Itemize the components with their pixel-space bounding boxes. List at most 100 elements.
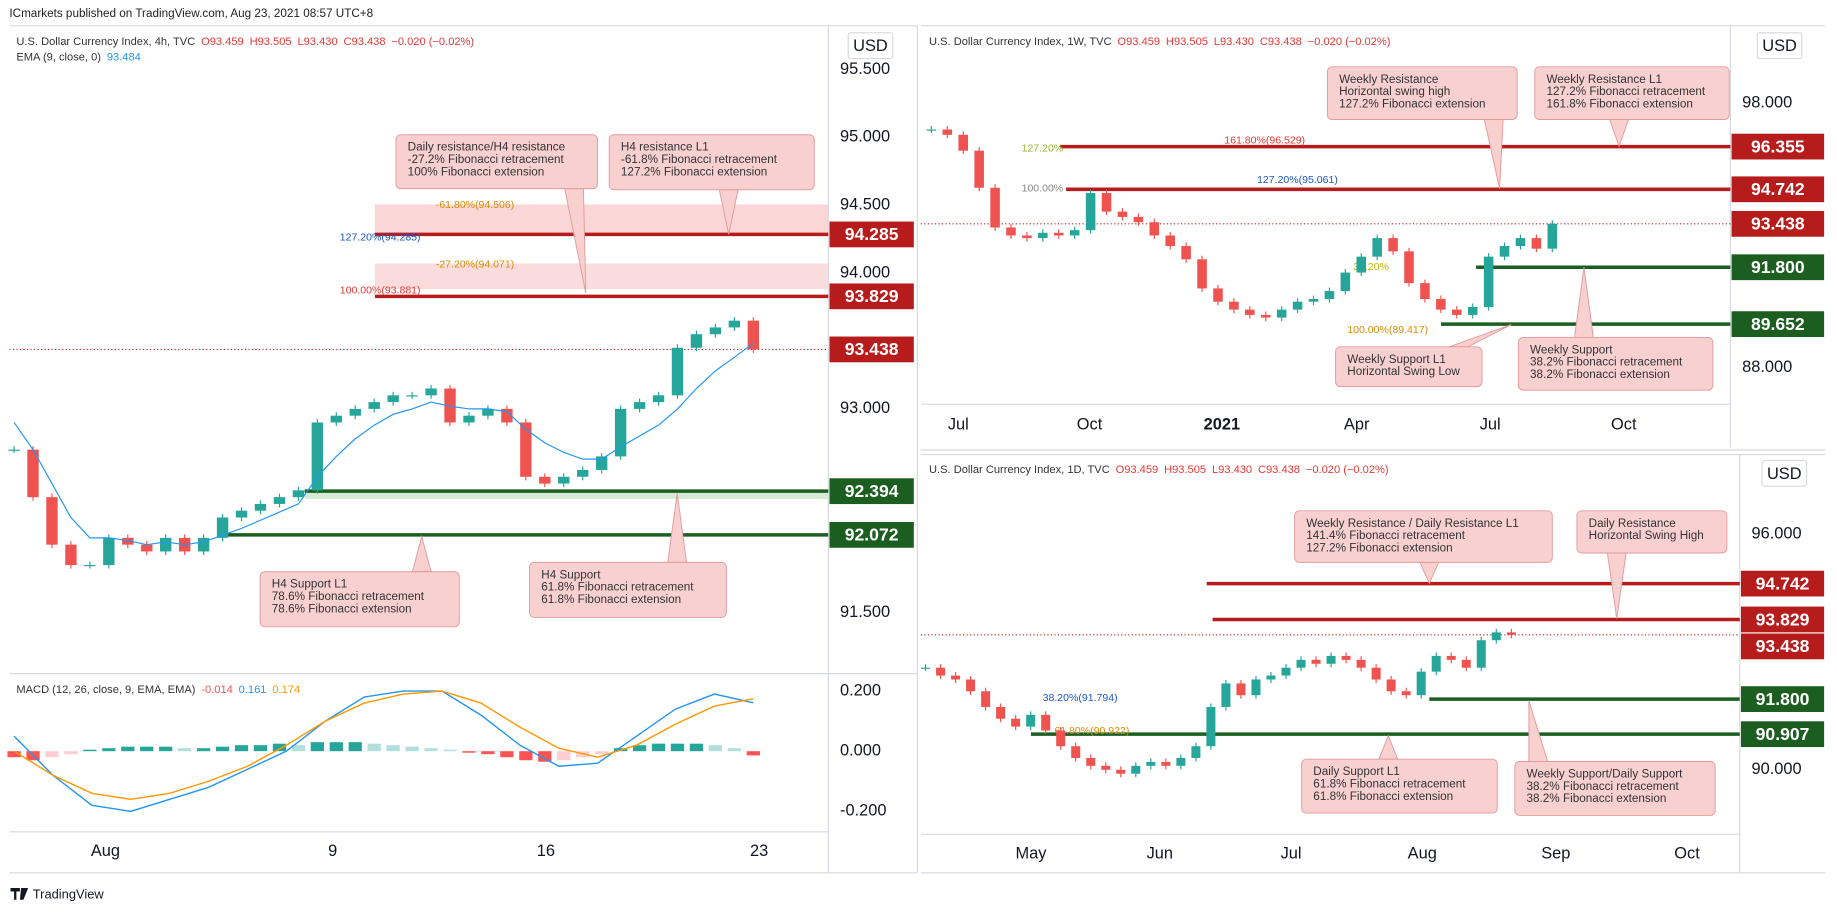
histogram-bar <box>405 746 419 752</box>
x-tick-label: Apr <box>1344 416 1370 434</box>
callout-box <box>395 134 598 190</box>
ohlc-value: C93.438 <box>344 36 386 48</box>
candle-body <box>1011 718 1021 727</box>
candle-body <box>1131 765 1141 774</box>
x-tick-label: 16 <box>537 842 555 860</box>
histogram-bar <box>102 748 116 752</box>
indicator-name: MACD (12, 26, close, 9, EMA, EMA) <box>16 684 195 696</box>
candle-body <box>1236 683 1246 696</box>
x-tick-label: Sep <box>1541 844 1570 862</box>
histogram-bar <box>291 745 306 752</box>
footer-logo <box>10 888 29 900</box>
fib-label: -27.20%(94.071) <box>436 259 514 271</box>
indicator-value: 0.174 <box>272 684 300 696</box>
candle-body <box>501 408 513 423</box>
price-label: 93.438 <box>1756 636 1810 656</box>
histogram-bar <box>178 748 192 752</box>
candle-body <box>1069 230 1080 236</box>
candle-body <box>671 347 684 396</box>
callout-text: 38.2% Fibonacci retracement <box>1530 356 1683 369</box>
candle-body <box>141 544 153 552</box>
candle-body <box>1506 632 1516 635</box>
candle-body <box>1499 246 1510 257</box>
candle-body <box>1086 757 1096 766</box>
histogram-bar <box>7 751 21 758</box>
price-label: 89.652 <box>1751 314 1805 334</box>
currency-label: USD <box>853 37 888 55</box>
callout-text: Daily Resistance <box>1589 517 1676 530</box>
candle-body <box>1229 301 1239 310</box>
candle-body <box>273 497 286 504</box>
callout-text: 38.2% Fibonacci extension <box>1527 792 1667 805</box>
candle-body <box>1308 299 1319 302</box>
callout-box <box>608 134 815 191</box>
fib-label: 38.20% <box>1353 261 1389 273</box>
candle-body <box>1436 299 1446 310</box>
candle-body <box>747 320 759 350</box>
candle-body <box>1276 309 1287 318</box>
candle-body <box>463 415 475 423</box>
candle-body <box>160 537 172 552</box>
price-label-box <box>829 478 914 505</box>
x-tick-label: Aug <box>1408 844 1437 862</box>
price-label: 91.800 <box>1751 257 1805 277</box>
indicator-legend: EMA (9, close, 0) 93.484 <box>16 51 140 63</box>
candle-body <box>1491 632 1501 641</box>
y-tick-label: 93.000 <box>840 399 890 417</box>
candle-body <box>368 402 380 409</box>
candle-body <box>1056 730 1066 747</box>
macd-line <box>13 690 754 813</box>
footer-brand: TradingView <box>33 886 105 901</box>
callout-box <box>1335 346 1483 388</box>
price-label: 92.394 <box>845 481 899 501</box>
price-label: 93.438 <box>845 339 899 359</box>
price-label: 91.800 <box>1756 689 1810 709</box>
callout-box <box>1326 66 1518 120</box>
candle-body <box>1446 655 1456 660</box>
callout-box <box>1301 758 1498 814</box>
candle-body <box>1206 706 1216 747</box>
callout-text: 100% Fibonacci extension <box>408 165 545 178</box>
callout-box <box>1294 510 1553 563</box>
candle-body <box>1101 193 1112 212</box>
y-tick-label: 94.500 <box>840 196 890 214</box>
histogram-bar <box>595 751 609 755</box>
candle-body <box>595 456 608 470</box>
histogram-bar <box>651 743 666 752</box>
candle-body <box>1176 757 1186 766</box>
currency-box <box>1761 459 1808 487</box>
callout-text: 61.8% Fibonacci retracement <box>1313 777 1466 790</box>
price-label: 96.355 <box>1751 136 1805 156</box>
x-tick-label: 23 <box>750 842 768 860</box>
x-tick-label: Oct <box>1611 416 1637 434</box>
histogram-bar <box>272 743 287 752</box>
candle-body <box>1161 761 1171 766</box>
candle-body <box>974 150 984 188</box>
histogram-bar <box>367 743 381 752</box>
fib-label: 100.00%(89.417) <box>1347 324 1428 336</box>
histogram-bar <box>481 751 495 755</box>
candle-body <box>1116 769 1126 774</box>
price-label-box <box>829 221 914 248</box>
callout-text: 127.2% Fibonacci retracement <box>1546 85 1705 98</box>
fib-label: 127.20%(95.061) <box>1257 174 1338 186</box>
panel-candlestick: 98.000 88.000 U.S. Dollar Currency Index, … <box>920 32 1825 434</box>
candle-body <box>1467 306 1478 315</box>
callout-text: H4 Support <box>541 568 601 581</box>
callout-box <box>1517 336 1714 391</box>
histogram-bar <box>329 742 343 752</box>
callout-text: Weekly Resistance / Daily Resistance L1 <box>1306 517 1518 530</box>
candle-body <box>1245 309 1255 315</box>
histogram-bar <box>83 749 97 752</box>
histogram-bar <box>443 749 457 752</box>
price-label-box <box>1740 686 1825 712</box>
candle-body <box>444 388 456 423</box>
candle-body <box>8 449 20 451</box>
ohlc-value: H93.505 <box>1164 464 1206 476</box>
candle-body <box>1260 314 1271 318</box>
histogram-bar <box>310 742 324 752</box>
callout-text: 127.2% Fibonacci extension <box>1306 541 1452 554</box>
candle-body <box>1476 640 1486 668</box>
candle-body <box>1371 667 1381 680</box>
x-tick-label: Oct <box>1077 416 1103 434</box>
